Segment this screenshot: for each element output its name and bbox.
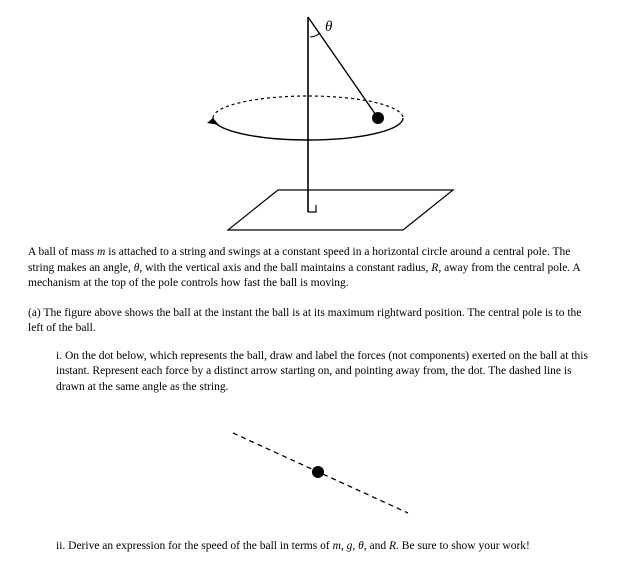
part-a: (a) The figure above shows the ball at t…: [0, 306, 625, 337]
fbd-container: [0, 405, 625, 539]
sub-ii-paragraph: ii. Derive an expression for the speed o…: [56, 539, 597, 555]
sub-ii-text-a: Derive an expression for the speed of th…: [68, 540, 332, 552]
part-a-paragraph: (a) The figure above shows the ball at t…: [28, 306, 597, 337]
page-root: θ A ball of mass m is attached to a stri…: [0, 0, 625, 555]
theta-label: θ: [325, 19, 333, 35]
part-a-label: (a): [28, 307, 43, 319]
and: and: [367, 540, 389, 552]
conical-pendulum-figure: θ: [133, 5, 493, 235]
base-plane: [228, 190, 453, 230]
string: [308, 17, 378, 118]
free-body-dot-figure: [193, 415, 433, 525]
main-figure-container: θ: [0, 0, 625, 245]
sub-i-label: i.: [56, 350, 65, 362]
problem-paragraph: A ball of mass m is attached to a string…: [28, 245, 597, 292]
sub-i-paragraph: i. On the dot below, which represents th…: [56, 349, 597, 396]
part-a-text: The figure above shows the ball at the i…: [28, 307, 581, 335]
pole-foot: [308, 205, 316, 212]
problem-statement: A ball of mass m is attached to a string…: [0, 245, 625, 292]
var-m: m: [333, 540, 341, 552]
sub-ii-text-b: . Be sure to show your work!: [396, 540, 530, 552]
theta-arc: [310, 33, 320, 37]
sub-i-text: On the dot below, which represents the b…: [56, 350, 588, 393]
sub-ii: ii. Derive an expression for the speed o…: [0, 539, 625, 555]
text: , with the vertical axis and the ball ma…: [139, 262, 431, 274]
fbd-dot: [312, 466, 324, 478]
text: A ball of mass: [28, 246, 97, 258]
orbit-arrowhead: [207, 118, 219, 125]
var-R: R: [389, 540, 396, 552]
sub-i: i. On the dot below, which represents th…: [0, 349, 625, 396]
ball: [372, 112, 384, 124]
sub-ii-label: ii.: [56, 540, 68, 552]
